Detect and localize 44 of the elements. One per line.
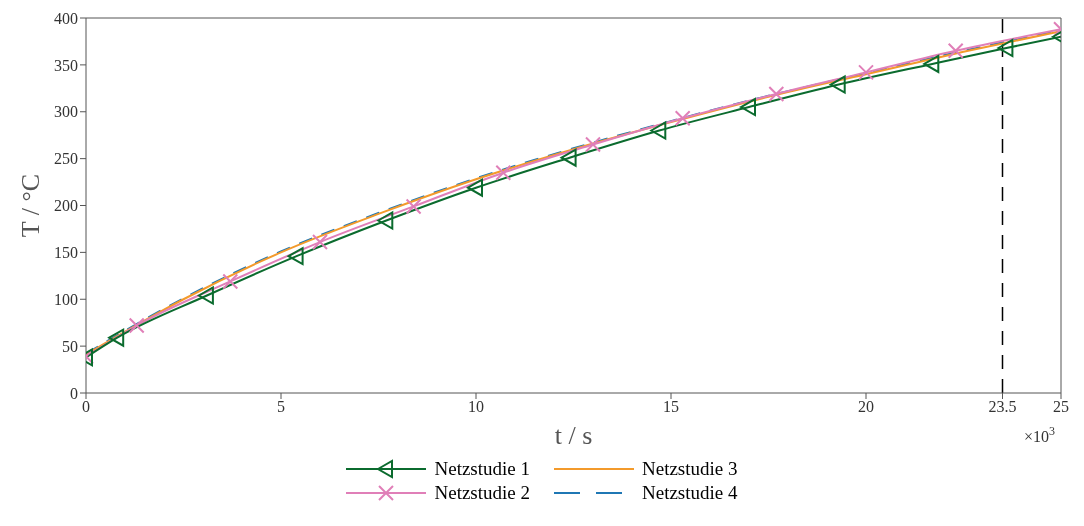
point: [997, 39, 1014, 57]
point: [467, 178, 483, 197]
point: [650, 121, 667, 140]
point: [740, 98, 756, 117]
text: ×10$^{3}$: [1024, 424, 1056, 445]
point: [222, 273, 239, 290]
point: [768, 85, 785, 102]
y-tick-label: 100: [54, 290, 78, 308]
point: [923, 54, 940, 73]
y-tick-label: 0: [70, 384, 78, 402]
legend-label: Netzstudie 4: [642, 482, 738, 504]
point: [405, 198, 422, 215]
y-tick-label: 350: [54, 56, 78, 74]
x-axis-title: t / s: [554, 421, 593, 450]
y-tick-label: 250: [54, 150, 78, 168]
point: [377, 211, 394, 230]
x-tick-label: 15: [663, 398, 679, 416]
y-tick-label: 400: [54, 9, 78, 27]
point: [585, 136, 601, 153]
x-tick-label: 5: [277, 398, 285, 416]
x-tick-label: 23.5: [988, 398, 1017, 416]
legend-label: Netzstudie 2: [434, 482, 530, 504]
point: [829, 75, 846, 94]
y-axis-title: T / °C: [16, 173, 46, 238]
y-tick-label: 200: [54, 197, 78, 215]
y-tick-label: 50: [62, 337, 78, 355]
x-tick-label: 20: [858, 398, 874, 416]
point: [495, 164, 512, 181]
point: [287, 247, 304, 266]
x-tick-label: 25: [1053, 398, 1069, 416]
point: [108, 328, 125, 347]
legend-label: Netzstudie 1: [434, 458, 530, 480]
x-tick-label: 0: [82, 398, 90, 416]
point: [858, 64, 874, 81]
y-tick-label: 150: [54, 244, 78, 262]
legend-label: Netzstudie 3: [642, 458, 738, 480]
point: [560, 148, 577, 167]
point: [312, 234, 328, 251]
x-tick-label: 10: [468, 398, 484, 416]
point: [947, 42, 964, 59]
point: [128, 317, 145, 334]
point: [674, 110, 691, 127]
y-tick-label: 300: [54, 103, 78, 121]
point: [197, 286, 214, 305]
